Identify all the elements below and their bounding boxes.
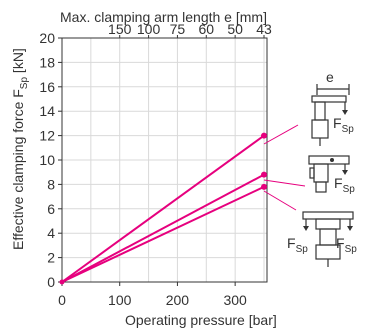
series-line-3 <box>61 185 265 283</box>
top-tick-label: 60 <box>198 21 214 37</box>
leader-line-3 <box>263 190 297 211</box>
series-end-point-3 <box>261 183 267 190</box>
top-axis-label: Max. clamping arm length e [mm] <box>60 9 267 25</box>
y-axis-label-sub: Sp <box>19 77 30 90</box>
y-tick-label: 10 <box>39 152 55 168</box>
dimension-label: e <box>326 69 334 85</box>
y-tick-label: 16 <box>39 79 55 95</box>
leader-line-2 <box>263 179 306 187</box>
series-end-point-2 <box>261 171 267 178</box>
force-label-2: FSp <box>334 175 355 195</box>
y-tick-label: 8 <box>47 176 55 192</box>
y-axis-label: Effective clamping force FSp [kN] <box>10 48 30 250</box>
y-axis-label-unit: [kN] <box>10 48 26 77</box>
y-tick-label: 6 <box>47 201 55 217</box>
x-axis-label: Operating pressure [bar] <box>125 312 277 328</box>
x-tick-label: 300 <box>223 292 247 308</box>
leader-line-1 <box>263 124 299 145</box>
force-label-1: FSp <box>333 115 354 135</box>
force-label-3-right: FSp <box>336 235 357 255</box>
top-tick-label: 43 <box>256 21 272 37</box>
double-clamp-icon: FSp FSp <box>287 211 357 267</box>
top-tick-label: 100 <box>137 21 161 37</box>
x-tick-label: 200 <box>166 292 190 308</box>
x-tick-label: 100 <box>108 292 132 308</box>
y-tick-label: 2 <box>47 250 55 266</box>
series-line-1 <box>61 134 265 283</box>
y-tick-label: 20 <box>39 30 55 46</box>
y-tick-label: 14 <box>39 103 55 119</box>
series-origin-point <box>59 279 65 285</box>
y-tick-label: 4 <box>47 225 55 241</box>
force-label-3-left: FSp <box>287 235 308 255</box>
series-lines <box>59 132 267 285</box>
top-tick-label: 50 <box>227 21 243 37</box>
x-tick-label: 0 <box>58 292 66 308</box>
y-tick-label: 0 <box>47 274 55 290</box>
swing-clamp-icon: e FSp <box>311 69 354 146</box>
top-tick-label: 150 <box>108 21 132 37</box>
y-axis-label-main: Effective clamping force F <box>10 89 26 250</box>
leader-lines <box>263 124 306 211</box>
top-tick-label: 75 <box>170 21 186 37</box>
series-end-point-1 <box>261 132 267 139</box>
grid <box>62 37 267 282</box>
series-line-2 <box>61 173 265 283</box>
y-tick-label: 18 <box>39 54 55 70</box>
y-tick-label: 12 <box>39 128 55 144</box>
lever-clamp-icon: FSp <box>308 155 355 195</box>
